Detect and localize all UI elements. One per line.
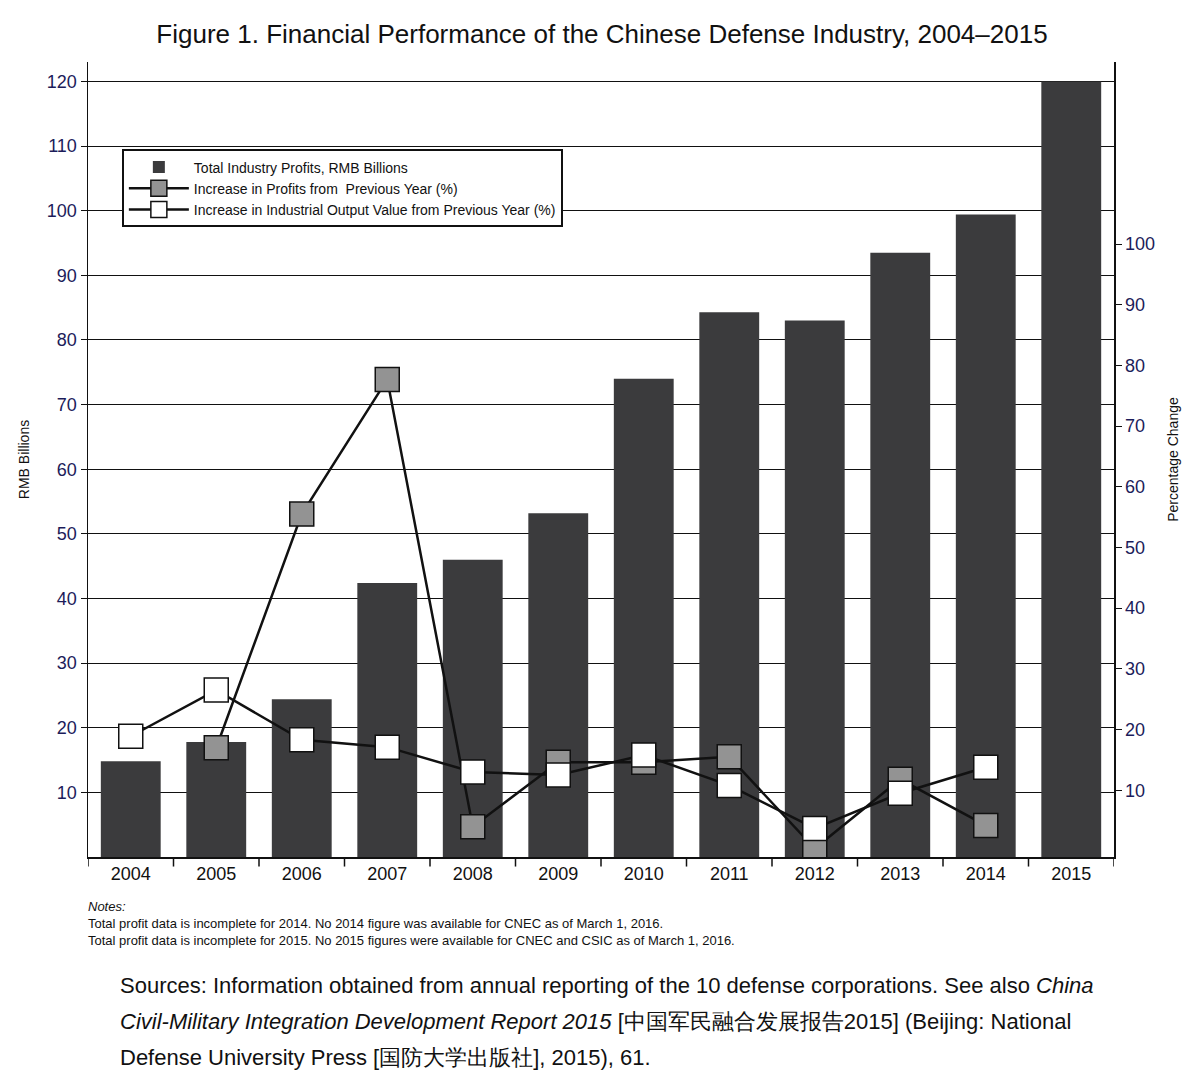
- svg-text:90: 90: [1125, 295, 1145, 315]
- svg-text:2015: 2015: [1051, 864, 1091, 884]
- svg-text:20: 20: [1125, 720, 1145, 740]
- html-text:Total profit data is incomplet: Total profit data is incomplete for 2014…: [88, 916, 664, 931]
- svg-text:60: 60: [1125, 477, 1145, 497]
- svg-text:Figure 1. Financial Performanc: Figure 1. Financial Performance of the C…: [156, 19, 1047, 49]
- svg-text:50: 50: [57, 524, 77, 544]
- svg-text:2009: 2009: [538, 864, 578, 884]
- svg-text:10: 10: [1125, 781, 1145, 801]
- html-text:Total profit data is incomplet: Total profit data is incomplete for 2015…: [88, 933, 735, 948]
- svg-text:RMB Billions: RMB Billions: [16, 420, 32, 499]
- svg-text:Total Industry Profits, RMB Bi: Total Industry Profits, RMB Billions: [194, 160, 408, 176]
- html-text:Sources: Information obtained: Sources: Information obtained from annua…: [120, 973, 1094, 1070]
- svg-text:2008: 2008: [453, 864, 493, 884]
- svg-text:110: 110: [48, 136, 77, 156]
- svg-text:2007: 2007: [367, 864, 407, 884]
- svg-text:30: 30: [1125, 659, 1145, 679]
- svg-text:2013: 2013: [880, 864, 920, 884]
- svg-text:Percentage Change: Percentage Change: [1165, 397, 1181, 522]
- svg-text:40: 40: [1125, 598, 1145, 618]
- svg-text:2006: 2006: [282, 864, 322, 884]
- svg-text:80: 80: [1125, 356, 1145, 376]
- svg-text:Increase in Industrial Output: Increase in Industrial Output Value from…: [194, 202, 556, 218]
- svg-text:2005: 2005: [196, 864, 236, 884]
- svg-text:2011: 2011: [710, 864, 749, 884]
- html-text:Notes:: Notes:: [88, 899, 126, 914]
- svg-text:80: 80: [57, 330, 77, 350]
- svg-text:2010: 2010: [624, 864, 664, 884]
- svg-text:70: 70: [57, 395, 77, 415]
- svg-text:Increase in Profits from Prev: Increase in Profits from Previous Year (…: [194, 181, 458, 197]
- svg-text:10: 10: [57, 783, 77, 803]
- svg-text:30: 30: [57, 653, 77, 673]
- svg-text:120: 120: [47, 72, 77, 92]
- svg-text:50: 50: [1125, 538, 1145, 558]
- svg-text:20: 20: [57, 718, 77, 738]
- svg-text:2014: 2014: [966, 864, 1006, 884]
- svg-text:100: 100: [47, 201, 77, 221]
- svg-text:70: 70: [1125, 416, 1145, 436]
- svg-text:2004: 2004: [111, 864, 151, 884]
- svg-text:90: 90: [57, 266, 77, 286]
- svg-text:60: 60: [57, 460, 77, 480]
- svg-text:40: 40: [57, 589, 77, 609]
- svg-text:2012: 2012: [795, 864, 835, 884]
- svg-text:100: 100: [1125, 234, 1155, 254]
